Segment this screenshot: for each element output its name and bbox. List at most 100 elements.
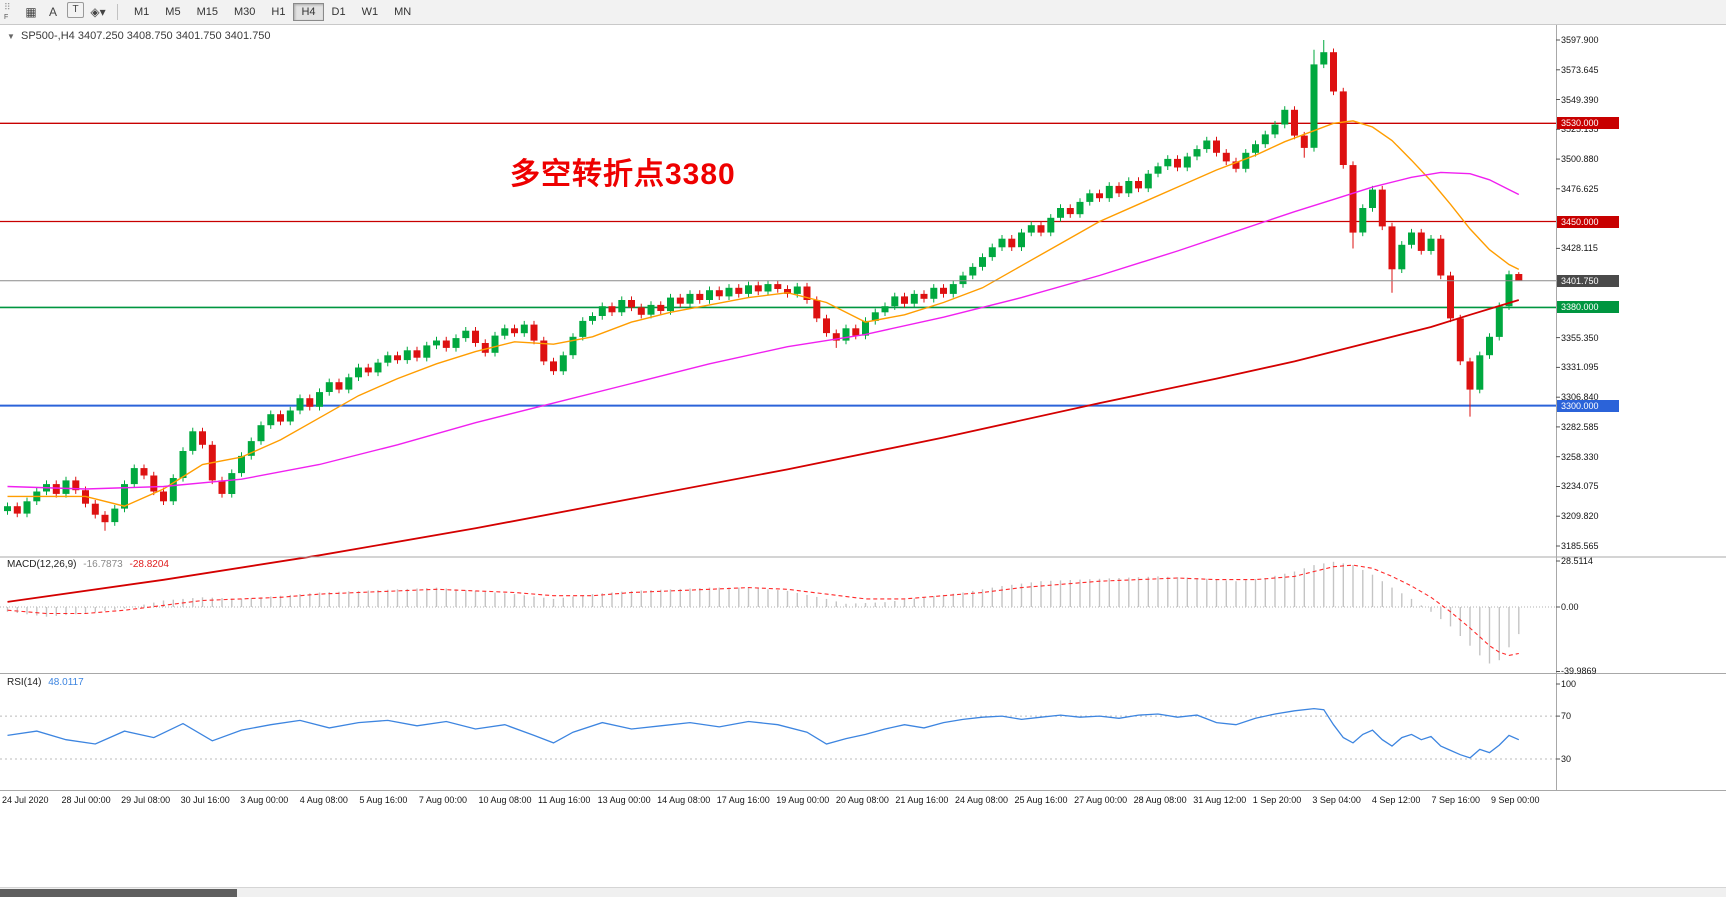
price-line-badge: 3401.750 bbox=[1557, 274, 1619, 287]
candle-up bbox=[1281, 109, 1289, 125]
candle-down bbox=[1291, 109, 1298, 136]
date-axis-label: 7 Aug 00:00 bbox=[418, 795, 467, 805]
candle-up bbox=[979, 257, 986, 267]
timeframe-button-h4[interactable]: H4 bbox=[293, 3, 324, 21]
rsi-name: RSI(14) bbox=[7, 677, 42, 688]
candle-up bbox=[1369, 189, 1376, 208]
candle-down bbox=[550, 361, 557, 372]
candle-up bbox=[1252, 144, 1259, 153]
candle-up bbox=[111, 508, 119, 523]
candle-up bbox=[257, 425, 265, 442]
macd-main-value: -16.7873 bbox=[83, 559, 123, 570]
candle-up bbox=[959, 275, 967, 285]
timeframe-button-m5[interactable]: M5 bbox=[165, 6, 181, 18]
chart-annotation-text[interactable]: 多空转折点3380 bbox=[510, 158, 736, 191]
shapes-dropdown-icon[interactable]: ◈▾ bbox=[90, 5, 106, 19]
candle-down bbox=[218, 480, 226, 494]
candle-down bbox=[657, 304, 665, 311]
timeframe-button-m30[interactable]: M30 bbox=[233, 6, 256, 18]
candle-up bbox=[325, 382, 333, 392]
price-axis-label: 3258.330 bbox=[1561, 451, 1599, 462]
candle-up bbox=[23, 501, 31, 514]
rsi-line bbox=[7, 707, 1520, 759]
timeframe-button-h1[interactable]: H1 bbox=[271, 6, 286, 18]
candle-down bbox=[1037, 225, 1045, 233]
candle-down bbox=[306, 398, 314, 407]
candle-up bbox=[1271, 124, 1279, 135]
candle-down bbox=[1174, 158, 1181, 168]
candle-down bbox=[1135, 181, 1142, 189]
candle-up bbox=[491, 335, 499, 353]
timeframe-button-d1[interactable]: D1 bbox=[331, 6, 346, 18]
candle-up bbox=[1076, 201, 1084, 215]
candle-up bbox=[296, 398, 304, 411]
candle-down bbox=[413, 350, 421, 358]
candle-down bbox=[1066, 208, 1074, 215]
candle-up bbox=[686, 293, 694, 304]
price-axis-label: 3549.390 bbox=[1561, 94, 1599, 105]
candle-up bbox=[384, 355, 392, 363]
candle-up bbox=[1486, 336, 1493, 356]
candle-up bbox=[745, 285, 752, 294]
candle-up bbox=[1427, 238, 1435, 251]
timeframe-button-w1[interactable]: W1 bbox=[361, 6, 379, 18]
candle-up bbox=[579, 320, 587, 337]
timeframe-button-m15[interactable]: M15 bbox=[196, 6, 218, 18]
candle-down bbox=[715, 290, 723, 297]
macd-scale-label: -39.9869 bbox=[1561, 666, 1597, 677]
candle-up bbox=[764, 284, 772, 292]
candle-up bbox=[910, 293, 918, 304]
candle-up bbox=[130, 468, 138, 485]
candle-down bbox=[394, 355, 401, 361]
date-axis-label: 28 Aug 08:00 bbox=[1133, 795, 1187, 805]
date-axis-label: 3 Aug 00:00 bbox=[240, 795, 289, 805]
candle-down bbox=[813, 300, 821, 319]
candle-down bbox=[803, 286, 811, 300]
candle-up bbox=[1164, 158, 1172, 167]
candle-down bbox=[1447, 275, 1454, 319]
timeframe-button-mn[interactable]: MN bbox=[394, 6, 412, 18]
date-axis-label: 21 Aug 16:00 bbox=[895, 795, 949, 805]
chevron-down-icon[interactable]: ▼ bbox=[7, 32, 15, 41]
macd-name: MACD(12,26,9) bbox=[7, 559, 77, 570]
chart-title: ▼ SP500-,H4 3407.250 3408.750 3401.750 3… bbox=[7, 30, 271, 42]
ma-slow-red bbox=[7, 299, 1520, 603]
candle-down bbox=[199, 431, 206, 445]
candle-up bbox=[1242, 152, 1250, 169]
date-axis-label: 1 Sep 20:00 bbox=[1252, 795, 1302, 805]
scrollbar-thumb[interactable] bbox=[0, 889, 237, 897]
candle-down bbox=[1096, 193, 1103, 199]
price-axis-label: 3428.115 bbox=[1561, 243, 1598, 254]
toolbar-grip-icon[interactable]: ⠿ bbox=[4, 2, 11, 12]
charts-grid-icon[interactable]: ▦ bbox=[25, 5, 37, 19]
text-label-icon[interactable]: A bbox=[48, 5, 57, 19]
candle-up bbox=[423, 345, 431, 358]
macd-scale-label: 0.00 bbox=[1561, 602, 1579, 612]
candle-down bbox=[160, 491, 167, 502]
date-axis-label: 4 Sep 12:00 bbox=[1371, 795, 1421, 805]
candle-up bbox=[1398, 244, 1406, 270]
candle-down bbox=[364, 367, 372, 373]
ma-mid-magenta bbox=[7, 171, 1520, 490]
date-axis-label: 30 Jul 16:00 bbox=[180, 795, 230, 805]
candle-up bbox=[589, 316, 596, 321]
candle-up bbox=[286, 410, 294, 422]
candle-down bbox=[481, 343, 489, 353]
f-tab-label: F bbox=[4, 14, 9, 21]
timeframe-button-m1[interactable]: M1 bbox=[134, 6, 150, 18]
candle-up bbox=[501, 328, 509, 336]
chart-canvas[interactable] bbox=[0, 25, 1726, 897]
candle-down bbox=[754, 285, 762, 292]
candle-up bbox=[374, 362, 382, 373]
candle-up bbox=[706, 290, 713, 300]
candle-down bbox=[608, 306, 616, 313]
horizontal-scrollbar[interactable] bbox=[0, 887, 1726, 897]
candle-down bbox=[1339, 91, 1347, 165]
candle-down bbox=[1515, 274, 1523, 281]
candle-up bbox=[1183, 156, 1191, 168]
candle-up bbox=[1047, 217, 1055, 233]
date-axis-label: 4 Aug 08:00 bbox=[299, 795, 348, 805]
candle-up bbox=[403, 350, 411, 361]
candle-down bbox=[1300, 135, 1308, 148]
text-box-icon[interactable]: T bbox=[67, 1, 84, 18]
